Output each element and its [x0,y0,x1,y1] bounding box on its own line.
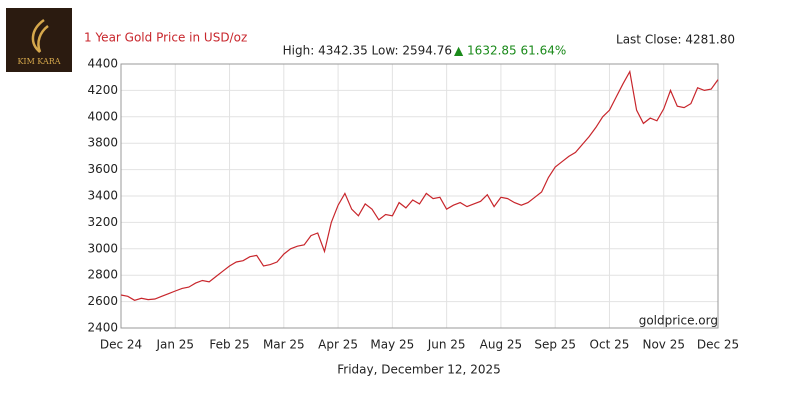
chart-title: 1 Year Gold Price in USD/oz [84,31,247,45]
x-tick-label: Sep 25 [534,338,576,352]
price-line [120,69,719,301]
y-tick-label: 2400 [87,321,118,335]
y-tick-label: 3600 [87,162,118,176]
x-tick-label: Dec 24 [100,338,142,352]
x-tick-label: May 25 [370,338,414,352]
x-tick-label: Apr 25 [318,338,358,352]
y-tick-label: 3800 [87,136,118,150]
change: ▲ 1632.85 61.64% [454,44,566,58]
y-tick-label: 4000 [87,109,118,123]
x-tick-label: Aug 25 [480,338,523,352]
y-tick-label: 4200 [87,83,118,97]
high-low: High: 4342.35 Low: 2594.76 [283,44,452,58]
x-tick-label: Dec 25 [697,338,739,352]
logo-icon [31,18,49,53]
y-tick-label: 2800 [87,268,118,282]
y-tick-label: 4400 [87,57,118,71]
y-tick-label: 2600 [87,294,118,308]
logo-text: KIM KARA [17,57,60,66]
x-tick-label: Mar 25 [263,338,305,352]
x-tick-label: Feb 25 [209,338,249,352]
last-close: Last Close: 4281.80 [616,33,735,47]
date-label: Friday, December 12, 2025 [337,363,500,377]
x-tick-label: Jan 25 [155,338,194,352]
y-tick-label: 3000 [87,241,118,255]
plot-border [120,63,719,329]
y-tick-label: 3400 [87,189,118,203]
y-tick-label: 3200 [87,215,118,229]
watermark: goldprice.org [639,314,718,328]
x-tick-label: Oct 25 [590,338,630,352]
x-tick-label: Nov 25 [642,338,685,352]
x-tick-label: Jun 25 [427,338,466,352]
